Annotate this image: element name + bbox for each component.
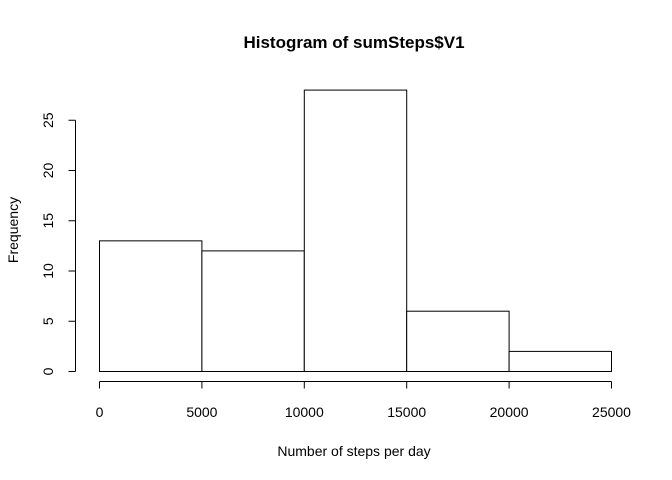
x-tick-label-3: 15000	[387, 404, 426, 420]
x-axis-label: Number of steps per day	[277, 443, 430, 459]
x-tick-label-4: 20000	[490, 404, 529, 420]
y-tick-label-2: 10	[40, 263, 56, 279]
histogram-bar-0	[99, 240, 203, 372]
histogram-bar-2	[303, 89, 408, 372]
bars	[99, 89, 613, 373]
x-tick-label-2: 10000	[285, 404, 324, 420]
y-tick-label-1: 5	[40, 317, 56, 325]
histogram-bar-4	[508, 350, 613, 372]
x-tick-label-5: 25000	[592, 404, 631, 420]
y-axis-label: Frequency	[5, 197, 21, 263]
y-tick-label-3: 15	[40, 213, 56, 229]
y-tick-label-4: 20	[40, 163, 56, 179]
histogram-bar-1	[201, 250, 305, 372]
x-tick-label-1: 5000	[186, 404, 217, 420]
y-tick-label-5: 25	[40, 112, 56, 128]
y-tick-label-0: 0	[40, 367, 56, 375]
x-axis: 0 5000 10000 15000 20000 25000	[96, 381, 631, 420]
x-tick-label-0: 0	[96, 404, 104, 420]
y-axis: 0 5 10 15 20 25	[40, 112, 76, 375]
chart-title: Histogram of sumSteps$V1	[243, 33, 464, 52]
histogram-bar-3	[406, 310, 510, 373]
